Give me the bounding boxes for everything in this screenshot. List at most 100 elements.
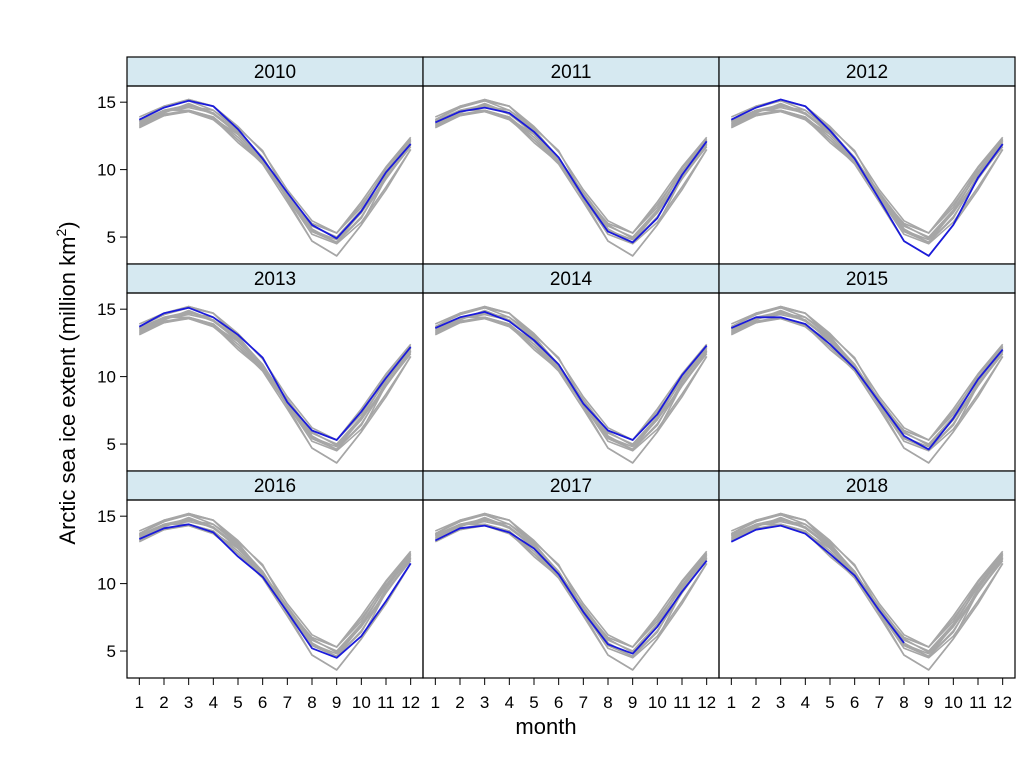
background-series-line [434,514,708,648]
background-series-line [730,105,1004,238]
background-series-line [138,512,412,648]
x-tick-label: 7 [875,693,884,712]
y-tick-label: 10 [97,575,116,594]
x-tick-label: 1 [727,693,736,712]
x-tick-label: 1 [135,693,144,712]
highlight-series-line-2016 [138,523,412,659]
background-series-line [138,514,412,648]
y-axis-title: Arctic sea ice extent (million km2) [53,221,80,544]
x-tick-label: 1 [431,693,440,712]
background-series-line [434,307,708,441]
panel-2012: 2012 [718,56,1016,265]
x-tick-label: 3 [184,693,193,712]
x-tick-label: 2 [751,693,760,712]
background-series-line [138,316,412,464]
strip-2015 [718,263,1016,294]
background-series-line [434,316,708,464]
x-tick-label: 6 [554,693,563,712]
x-tick-label: 7 [283,693,292,712]
background-series-line [434,100,708,234]
x-tick-label: 3 [776,693,785,712]
y-tick-label: 5 [107,435,116,454]
y-axis-title-main: Arctic sea ice extent (million km [55,237,80,545]
highlight-series-line-2011 [434,106,708,244]
x-tick-label: 5 [529,693,538,712]
y-tick-label: 10 [97,368,116,387]
x-tick-label: 12 [993,693,1012,712]
strip-2014 [422,263,720,294]
x-tick-label: 9 [628,693,637,712]
background-series-line [434,109,708,257]
background-series-line [138,102,412,244]
panels-layer: 2010 2011 2012 2013 2014 2015 2016 2017 2018 [126,56,1016,679]
background-series-line [730,514,1004,648]
background-series-line [730,519,1004,652]
highlight-series-line-2012 [730,98,1004,257]
strip-label-2018: 2018 [846,476,888,497]
x-tick-label: 12 [401,693,420,712]
strip-2017 [422,470,720,501]
background-series-line [434,523,708,671]
x-tick-label: 5 [825,693,834,712]
strip-label-2014: 2014 [550,269,593,290]
strip-2018 [718,470,1016,501]
y-axis-title-close: ) [55,221,80,228]
background-series-line [434,305,708,441]
strip-label-2011: 2011 [551,62,592,83]
panel-2015: 2015 [718,263,1016,472]
highlight-series-line-2018 [730,524,905,644]
x-tick-label: 9 [332,693,341,712]
x-tick-label: 9 [924,693,933,712]
background-series-line [138,305,412,441]
x-tick-label: 4 [505,693,514,712]
panel-2011: 2011 [422,56,720,265]
x-tick-label: 10 [352,693,371,712]
x-tick-label: 8 [603,693,612,712]
y-axis-title-superscript: 2 [53,229,69,237]
background-series-line [730,109,1004,257]
background-series-line [434,519,708,652]
x-tick-label: 10 [944,693,963,712]
background-series-line [138,519,412,652]
background-series-line [730,512,1004,648]
x-tick-label: 2 [455,693,464,712]
highlight-series-line-2017 [434,524,708,655]
x-tick-label: 8 [899,693,908,712]
x-tick-label: 5 [233,693,242,712]
background-series-line [138,98,412,234]
background-series-line [730,316,1004,464]
strip-2012 [718,56,1016,87]
background-series-line [434,512,708,648]
background-series-line [138,109,412,257]
panel-frame-2018 [718,499,1016,679]
background-series-line [138,312,412,445]
x-tick-label: 3 [480,693,489,712]
x-tick-label: 8 [307,693,316,712]
panel-2013: 2013 [126,263,424,472]
x-tick-label: 10 [648,693,667,712]
strip-2010 [126,56,424,87]
panel-2016: 2016 [126,470,424,679]
x-axis-title: month [515,714,576,739]
highlight-series-line-2013 [138,306,412,441]
strip-label-2012: 2012 [846,62,888,83]
strip-label-2013: 2013 [254,269,296,290]
background-series-line [730,307,1004,441]
x-tick-label: 7 [579,693,588,712]
y-tick-label: 5 [107,642,116,661]
background-series-line [434,98,708,234]
background-series-line [138,523,412,671]
y-tick-label: 5 [107,228,116,247]
background-series-line [138,309,412,451]
y-tick-label: 10 [97,161,116,180]
strip-label-2017: 2017 [550,476,592,497]
panel-2010: 2010 [126,56,424,265]
x-tick-label: 4 [209,693,218,712]
y-tick-label: 15 [97,507,116,526]
background-series-line [730,523,1004,671]
x-tick-label: 11 [969,693,987,712]
panel-2014: 2014 [422,263,720,472]
